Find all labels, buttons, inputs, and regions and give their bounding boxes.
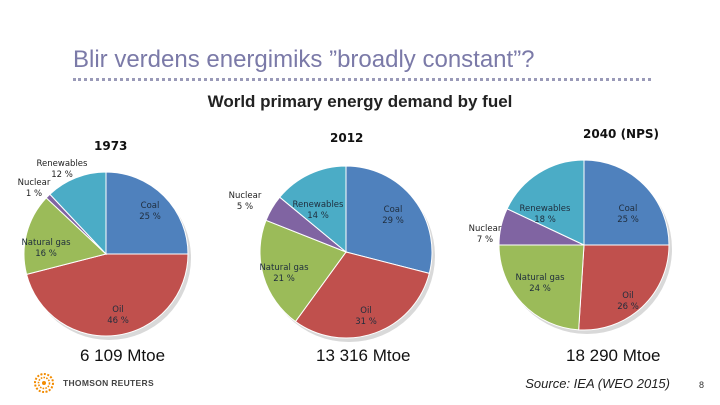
slice-label-name: Coal <box>619 204 638 214</box>
slice-label-value: 5 % <box>237 202 253 212</box>
slice-label-name: Nuclear <box>18 178 51 188</box>
slice-label-value: 29 % <box>382 216 404 226</box>
slice-label-value: 16 % <box>35 249 57 259</box>
pie-slice-coal <box>345 165 433 274</box>
source-note: Source: IEA (WEO 2015) <box>525 376 670 391</box>
slice-label-name: Renewables <box>293 200 345 210</box>
slice-label-name: Natural gas <box>515 273 565 283</box>
pie-slice-oil <box>25 253 189 337</box>
pie-slice-coal <box>105 171 189 255</box>
logo-icon <box>34 373 54 393</box>
pie-slice-renewables <box>279 165 347 254</box>
slice-label-value: 25 % <box>139 212 161 222</box>
slice-label-name: Coal <box>141 201 160 211</box>
slice-label-name: Oil <box>112 305 123 315</box>
pie-slice-natural-gas <box>23 197 108 276</box>
slice-label-value: 46 % <box>107 316 129 326</box>
total-2040: 18 290 Mtoe <box>566 346 661 365</box>
slice-label-value: 1 % <box>26 189 42 199</box>
slice-label-value: 31 % <box>355 317 377 327</box>
title-divider <box>73 78 651 81</box>
pie-title: 2040 (NPS) <box>583 127 659 141</box>
slice-label-value: 14 % <box>307 211 329 221</box>
slice-label-name: Natural gas <box>259 263 309 273</box>
slice-label-name: Nuclear <box>229 191 262 201</box>
slice-label-value: 24 % <box>529 284 551 294</box>
slice-label-name: Renewables <box>520 204 572 214</box>
pie-slice-oil <box>294 251 430 339</box>
page-number: 8 <box>699 380 705 390</box>
slice-label-value: 25 % <box>617 215 639 225</box>
slice-label-name: Oil <box>360 306 371 316</box>
pie-slice-oil <box>578 244 670 331</box>
pie-title: 1973 <box>94 139 127 153</box>
pie-slice-coal <box>583 159 670 246</box>
total-1973: 6 109 Mtoe <box>80 346 166 365</box>
pie-title: 2012 <box>330 131 363 145</box>
slice-label-value: 18 % <box>534 215 556 225</box>
slice-label-name: Natural gas <box>21 238 71 248</box>
thomson-reuters-logo: THOMSON REUTERS <box>30 372 160 394</box>
slide-title: Blir verdens energimiks ”broadly constan… <box>73 46 535 73</box>
slice-label-value: 12 % <box>51 170 73 180</box>
slice-label-value: 21 % <box>273 274 295 284</box>
slice-label-name: Renewables <box>37 159 89 169</box>
pie-slice-renewables <box>506 159 585 246</box>
pie-slice-natural-gas <box>259 219 347 323</box>
pie-slice-renewables <box>49 171 107 256</box>
chart-subtitle: World primary energy demand by fuel <box>207 92 513 111</box>
slice-label-name: Coal <box>384 205 403 215</box>
slice-label-value: 26 % <box>617 302 639 312</box>
pie-slice-natural-gas <box>498 244 585 331</box>
slice-label-name: Oil <box>622 291 633 301</box>
slice-label-value: 7 % <box>477 235 493 245</box>
slice-label-name: Nuclear <box>469 224 502 234</box>
total-2012: 13 316 Mtoe <box>316 346 411 365</box>
logo-text: THOMSON REUTERS <box>63 378 154 388</box>
